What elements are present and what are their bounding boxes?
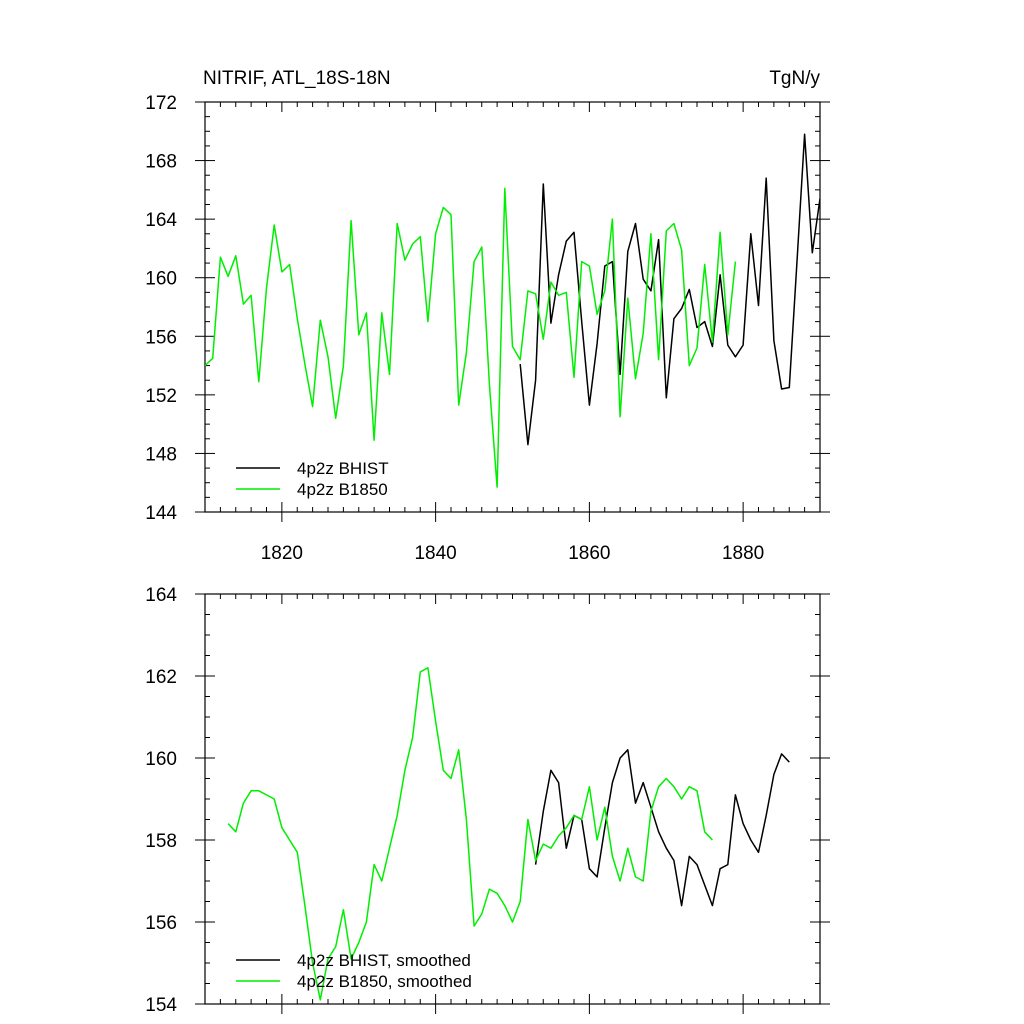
chart-title: NITRIF, ATL_18S-18N [203,68,391,89]
y-tick-label: 152 [145,386,177,407]
y-tick-label: 158 [145,831,177,852]
legend-label: 4p2z BHIST [297,459,389,478]
series-line-b1850 [227,667,713,1001]
legend-label: 4p2z BHIST, smoothed [297,951,471,970]
legend-label: 4p2z B1850 [297,480,388,499]
legend-label: 4p2z B1850, smoothed [297,972,472,991]
units-label: TgN/y [769,68,820,89]
x-tick-label: 1860 [568,543,610,564]
x-tick-label: 1840 [414,543,456,564]
y-tick-label: 164 [145,210,177,231]
series-line-bhist [534,749,790,907]
series-line-bhist [519,133,820,446]
y-tick-label: 156 [145,913,177,934]
y-tick-label: 164 [145,585,177,606]
y-tick-label: 162 [145,667,177,688]
y-tick-label: 172 [145,93,177,114]
y-tick-label: 148 [145,444,177,465]
y-tick-label: 160 [145,749,177,770]
bottom-panel: 154 156 158 160 162 164 4p2z BHIST, smoothed 4p… [145,585,830,1016]
plot-frame [204,593,821,1005]
y-tick-label: 168 [145,152,177,173]
plot-frame [204,101,821,513]
top-panel: 1820 1840 1860 1880 144 148 152 156 160 164 168 172… [145,68,830,564]
y-tick-label: 160 [145,269,177,290]
series-line-b1850 [205,187,737,488]
x-tick-label: 1880 [722,543,764,564]
y-tick-label: 154 [145,995,177,1016]
y-tick-label: 144 [145,503,177,524]
y-tick-label: 156 [145,327,177,348]
x-tick-label: 1820 [261,543,303,564]
